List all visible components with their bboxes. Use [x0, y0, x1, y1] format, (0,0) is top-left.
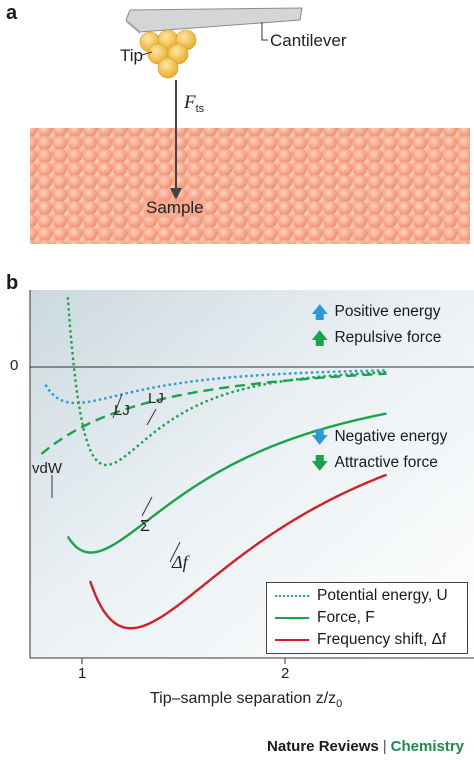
legend-item-frequency: Frequency shift, Δf	[275, 630, 446, 650]
journal-name: Nature Reviews	[267, 738, 379, 755]
force-subscript: ts	[195, 103, 205, 115]
afm-diagram	[30, 7, 470, 244]
footer-journal: Nature Reviews | Chemistry	[267, 738, 464, 755]
chart-legend: Potential energy, U Force, F Frequency s…	[266, 582, 468, 654]
panel-b-label: b	[6, 272, 19, 294]
legend-swatch-force	[275, 617, 309, 619]
positive-energy-info: 🡅 Positive energy	[311, 302, 441, 322]
total-force-curve	[66, 412, 387, 554]
legend-item-force: Force, F	[275, 608, 375, 628]
lj-1-callout	[112, 393, 123, 419]
repulsive-force-info: 🡅 Repulsive force	[311, 328, 442, 348]
negative-energy-info: 🡇 Negative energy	[311, 427, 448, 447]
lj-2-callout	[146, 408, 157, 426]
footer-separator: |	[382, 738, 387, 755]
sigma-callout	[141, 496, 153, 517]
sample-surface	[30, 128, 470, 244]
lj-force-curve	[66, 297, 387, 467]
attractive-force-info: 🡇 Attractive force	[311, 453, 438, 473]
journal-section: Chemistry	[390, 738, 464, 755]
x-axis-label: Tip–sample separation z/z0	[150, 690, 343, 710]
lj-label-1: LJ	[114, 402, 130, 419]
tip-atoms	[139, 29, 197, 79]
green-down-arrow-icon: 🡇	[311, 453, 329, 473]
blue-up-arrow-icon: 🡅	[311, 302, 329, 322]
sample-label: Sample	[146, 198, 204, 218]
zero-tick-label: 0	[10, 357, 19, 374]
legend-label-force: Force, F	[317, 609, 375, 626]
legend-swatch-potential	[275, 595, 309, 597]
blue-down-arrow-icon: 🡇	[311, 427, 329, 447]
legend-label-frequency: Frequency shift, Δf	[317, 631, 447, 648]
cantilever	[125, 7, 303, 33]
vdw-force-curve	[40, 372, 387, 455]
x-axis-label-subscript: 0	[336, 698, 343, 710]
potential-energy-curve	[44, 369, 387, 405]
tip-callout-line	[141, 51, 153, 56]
legend-label-potential: Potential energy, U	[317, 587, 448, 604]
force-label: Fts	[184, 92, 205, 115]
legend-item-potential: Potential energy, U	[275, 586, 448, 606]
frequency-shift-curve	[88, 473, 387, 630]
green-up-arrow-icon: 🡅	[311, 328, 329, 348]
panel-a-label: a	[6, 2, 18, 24]
vdw-label: vdW	[32, 460, 62, 477]
x-tick-label-1: 1	[78, 665, 87, 682]
delta-f-callout	[169, 541, 181, 563]
cantilever-label: Cantilever	[270, 31, 347, 50]
cantilever-callout-line	[261, 22, 268, 41]
sigma-label: Σ	[140, 518, 150, 535]
delta-f-label: Δf	[172, 552, 188, 572]
force-arrowhead	[170, 188, 182, 200]
tip-label: Tip	[120, 46, 143, 65]
x-tick-label-2: 2	[281, 665, 290, 682]
legend-swatch-frequency	[275, 639, 309, 641]
lj-label-2: LJ	[148, 390, 164, 407]
